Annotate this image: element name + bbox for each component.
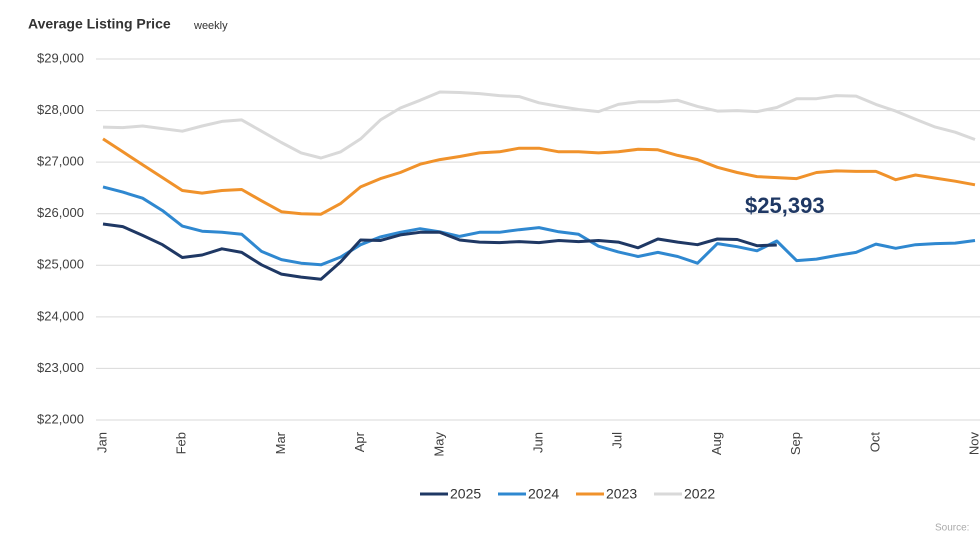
series-line: [102, 222, 777, 281]
x-tick-label: Feb: [174, 432, 189, 454]
x-tick-label: Aug: [709, 432, 724, 455]
y-tick-label: $23,000: [37, 360, 84, 375]
x-tick-label: Mar: [273, 431, 288, 454]
chart-subtitle: weekly: [193, 20, 228, 32]
y-tick-label: $27,000: [37, 154, 84, 169]
y-tick-label: $29,000: [37, 50, 84, 65]
series-line: [102, 137, 976, 216]
x-tick-label: Nov: [966, 432, 980, 456]
source: Source:: [935, 523, 969, 534]
x-tick-label: Jul: [610, 432, 625, 449]
y-tick-label: $28,000: [37, 102, 84, 117]
y-tick-label: $25,000: [37, 257, 84, 272]
x-tick-label: Jan: [94, 432, 109, 453]
y-tick-label: $24,000: [37, 308, 84, 323]
chart-title: Average Listing Price: [28, 16, 171, 32]
series-line: [102, 185, 976, 267]
legend-label: 2022: [684, 486, 715, 502]
legend-label: 2023: [606, 486, 637, 502]
y-tick-label: $26,000: [37, 205, 84, 220]
x-tick-label: Jun: [530, 432, 545, 453]
annotation: $25,393: [745, 193, 825, 218]
x-tick-label: Sep: [788, 432, 803, 455]
series-line: [102, 90, 976, 160]
x-tick-label: May: [431, 432, 446, 457]
legend-label: 2025: [450, 486, 481, 502]
y-tick-label: $22,000: [37, 411, 84, 426]
x-tick-label: Apr: [352, 431, 367, 452]
legend-label: 2024: [528, 486, 559, 502]
x-tick-label: Oct: [867, 432, 882, 453]
